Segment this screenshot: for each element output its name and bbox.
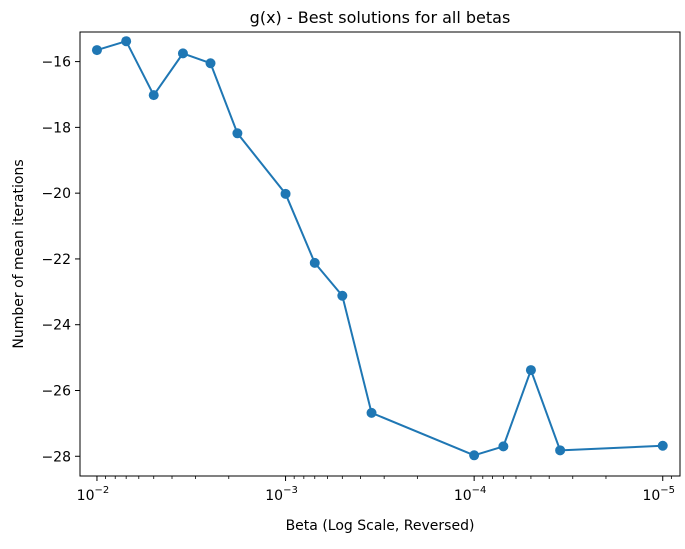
plot-area-frame	[79, 31, 681, 477]
data-point	[177, 48, 188, 59]
x-tick-label: 10−2	[77, 485, 110, 504]
data-point	[309, 257, 320, 268]
x-tick-base: 10	[454, 488, 472, 504]
y-tick-label: −16	[41, 55, 71, 71]
x-tick-base: 10	[642, 488, 660, 504]
y-tick-label: −28	[41, 449, 71, 465]
data-point	[148, 90, 159, 101]
data-point	[469, 450, 480, 461]
series-line	[96, 40, 663, 457]
y-tick-label: −26	[41, 383, 71, 399]
y-tick-label: −24	[41, 318, 71, 334]
x-tick-base: 10	[265, 488, 283, 504]
series-layer	[91, 36, 668, 461]
data-point	[498, 441, 509, 452]
y-axis-ticks: −16 −18 −20 −22 −24 −26 −28	[41, 55, 80, 465]
data-point	[525, 365, 536, 376]
y-tick-label: −18	[41, 120, 71, 136]
y-tick-label: −20	[41, 186, 71, 202]
x-tick-label: 10−3	[265, 485, 298, 504]
x-tick-exponent: −2	[94, 485, 109, 496]
data-point	[121, 36, 132, 47]
data-point	[232, 128, 243, 139]
chart-title: g(x) - Best solutions for all betas	[250, 8, 511, 27]
data-point	[337, 290, 348, 301]
y-tick-label: −22	[41, 252, 71, 268]
x-axis-label: Beta (Log Scale, Reversed)	[286, 518, 475, 534]
x-tick-exponent: −5	[660, 485, 675, 496]
x-tick-exponent: −4	[472, 485, 487, 496]
x-tick-label: 10−4	[454, 485, 487, 504]
data-point	[366, 407, 377, 418]
x-tick-base: 10	[77, 488, 95, 504]
data-point	[657, 440, 668, 451]
data-point	[280, 188, 291, 199]
x-axis-ticks: 10−2 10−3 10−4 10−5	[77, 476, 675, 504]
data-point	[91, 45, 102, 56]
x-tick-label: 10−5	[642, 485, 675, 504]
x-tick-exponent: −3	[283, 485, 298, 496]
data-point	[205, 58, 216, 69]
y-axis-label: Number of mean iterations	[11, 159, 27, 348]
data-point	[555, 445, 566, 456]
